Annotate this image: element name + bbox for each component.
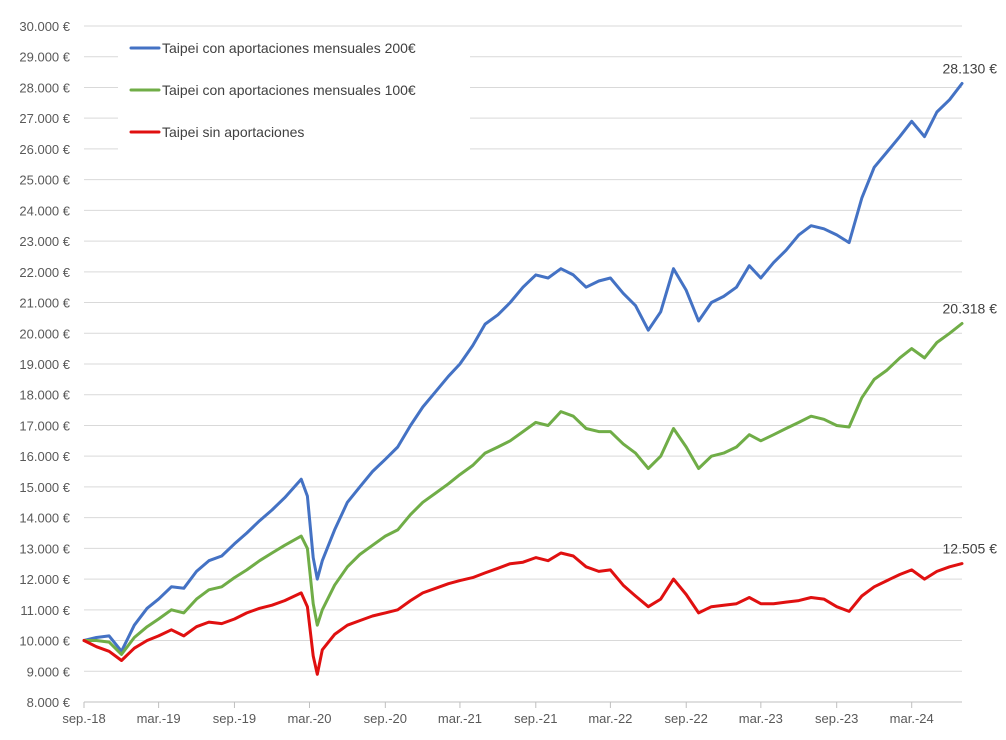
y-tick-label: 28.000 € <box>19 80 70 95</box>
x-axis: sep.-18 mar.-19 sep.-19 mar.-20 sep.-20 mar.-… <box>62 701 962 726</box>
y-tick-label: 29.000 € <box>19 50 70 65</box>
y-tick-label: 21.000 € <box>19 296 70 311</box>
end-labels: 28.130 € 20.318 € 12.505 € <box>943 60 998 556</box>
x-tick-label: mar.-19 <box>137 711 181 726</box>
y-tick-label: 10.000 € <box>19 634 70 649</box>
y-tick-label: 22.000 € <box>19 265 70 280</box>
y-tick-label: 17.000 € <box>19 418 70 433</box>
x-tick-label: mar.-24 <box>890 711 934 726</box>
y-tick-label: 15.000 € <box>19 480 70 495</box>
x-tick-label: mar.-23 <box>739 711 783 726</box>
y-tick-label: 26.000 € <box>19 142 70 157</box>
end-value-label-2: 20.318 € <box>943 301 998 317</box>
x-tick-label: mar.-21 <box>438 711 482 726</box>
y-tick-label: 18.000 € <box>19 388 70 403</box>
x-tick-label: sep.-18 <box>62 711 105 726</box>
legend-background <box>118 28 470 150</box>
x-tick-label: mar.-22 <box>588 711 632 726</box>
y-tick-label: 23.000 € <box>19 234 70 249</box>
series-line-1 <box>82 82 964 653</box>
x-tick-label: mar.-20 <box>287 711 331 726</box>
y-tick-label: 20.000 € <box>19 326 70 341</box>
x-tick-label: sep.-23 <box>815 711 858 726</box>
y-tick-label: 27.000 € <box>19 111 70 126</box>
y-tick-label: 24.000 € <box>19 203 70 218</box>
y-axis: 30.000 € 29.000 € 28.000 € 27.000 € 26.000 €… <box>19 19 70 710</box>
legend-label-3: Taipei sin aportaciones <box>162 124 304 140</box>
legend-label-1: Taipei con aportaciones mensuales 200€ <box>162 40 416 56</box>
y-tick-label: 16.000 € <box>19 449 70 464</box>
y-tick-label: 12.000 € <box>19 572 70 587</box>
series-line-2 <box>82 322 964 656</box>
y-tick-label: 13.000 € <box>19 541 70 556</box>
series-group <box>82 82 964 676</box>
x-tick-label: sep.-19 <box>213 711 256 726</box>
y-tick-label: 14.000 € <box>19 511 70 526</box>
x-tick-label: sep.-22 <box>665 711 708 726</box>
legend: Taipei con aportaciones mensuales 200€ Ta… <box>118 28 470 150</box>
x-tick-label: sep.-21 <box>514 711 557 726</box>
series-line-3 <box>82 551 964 676</box>
legend-label-2: Taipei con aportaciones mensuales 100€ <box>162 82 416 98</box>
y-tick-label: 25.000 € <box>19 173 70 188</box>
y-tick-label: 30.000 € <box>19 19 70 34</box>
x-tick-label: sep.-20 <box>364 711 407 726</box>
y-tick-label: 11.000 € <box>20 603 70 618</box>
end-value-label-3: 12.505 € <box>943 541 998 557</box>
end-value-label-1: 28.130 € <box>943 60 998 76</box>
y-tick-label: 8.000 € <box>27 695 71 710</box>
y-tick-label: 19.000 € <box>19 357 70 372</box>
y-tick-label: 9.000 € <box>27 664 71 679</box>
